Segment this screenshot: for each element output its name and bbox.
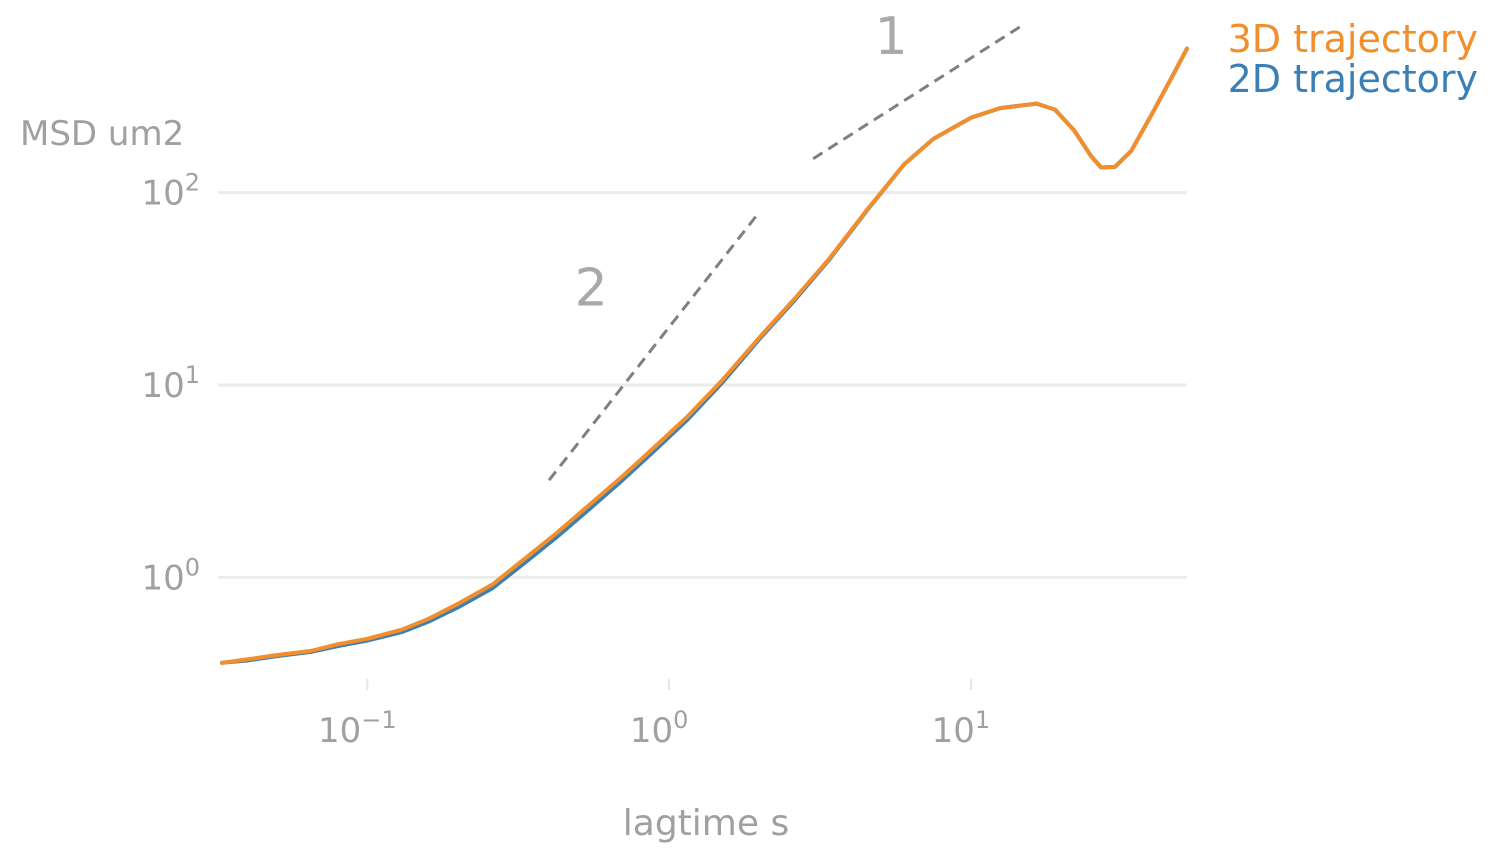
y-tick-label: 102 (141, 169, 200, 214)
x-tick-label: 100 (630, 706, 689, 751)
slope-guide-line-1 (812, 22, 1025, 160)
y-tick-label: 101 (141, 361, 200, 406)
series-lines (220, 46, 1189, 665)
y-axis-label: MSD um2 (20, 114, 184, 154)
legend-entry-2d-trajectory: 2D trajectory (1228, 57, 1478, 101)
y-tick-label: 100 (141, 553, 200, 598)
x-ticks: 10−1 100 101 (318, 679, 990, 751)
y-ticks: 100 101 102 (141, 169, 200, 599)
gridlines (218, 191, 1187, 579)
x-tick-label: 101 (932, 706, 991, 751)
x-axis-label: lagtime s (623, 803, 789, 844)
x-tick-label: 10−1 (318, 706, 397, 751)
legend-entry-3d-trajectory: 3D trajectory (1228, 17, 1478, 61)
series-line-3d-trajectory (220, 46, 1189, 665)
series-line-2d-trajectory (220, 46, 1189, 665)
slope-guide-line-2 (547, 210, 762, 482)
slope-guide-label-1: 1 (875, 7, 908, 67)
slope-guides: 21 (547, 7, 1025, 482)
slope-guide-label-2: 2 (575, 258, 608, 318)
